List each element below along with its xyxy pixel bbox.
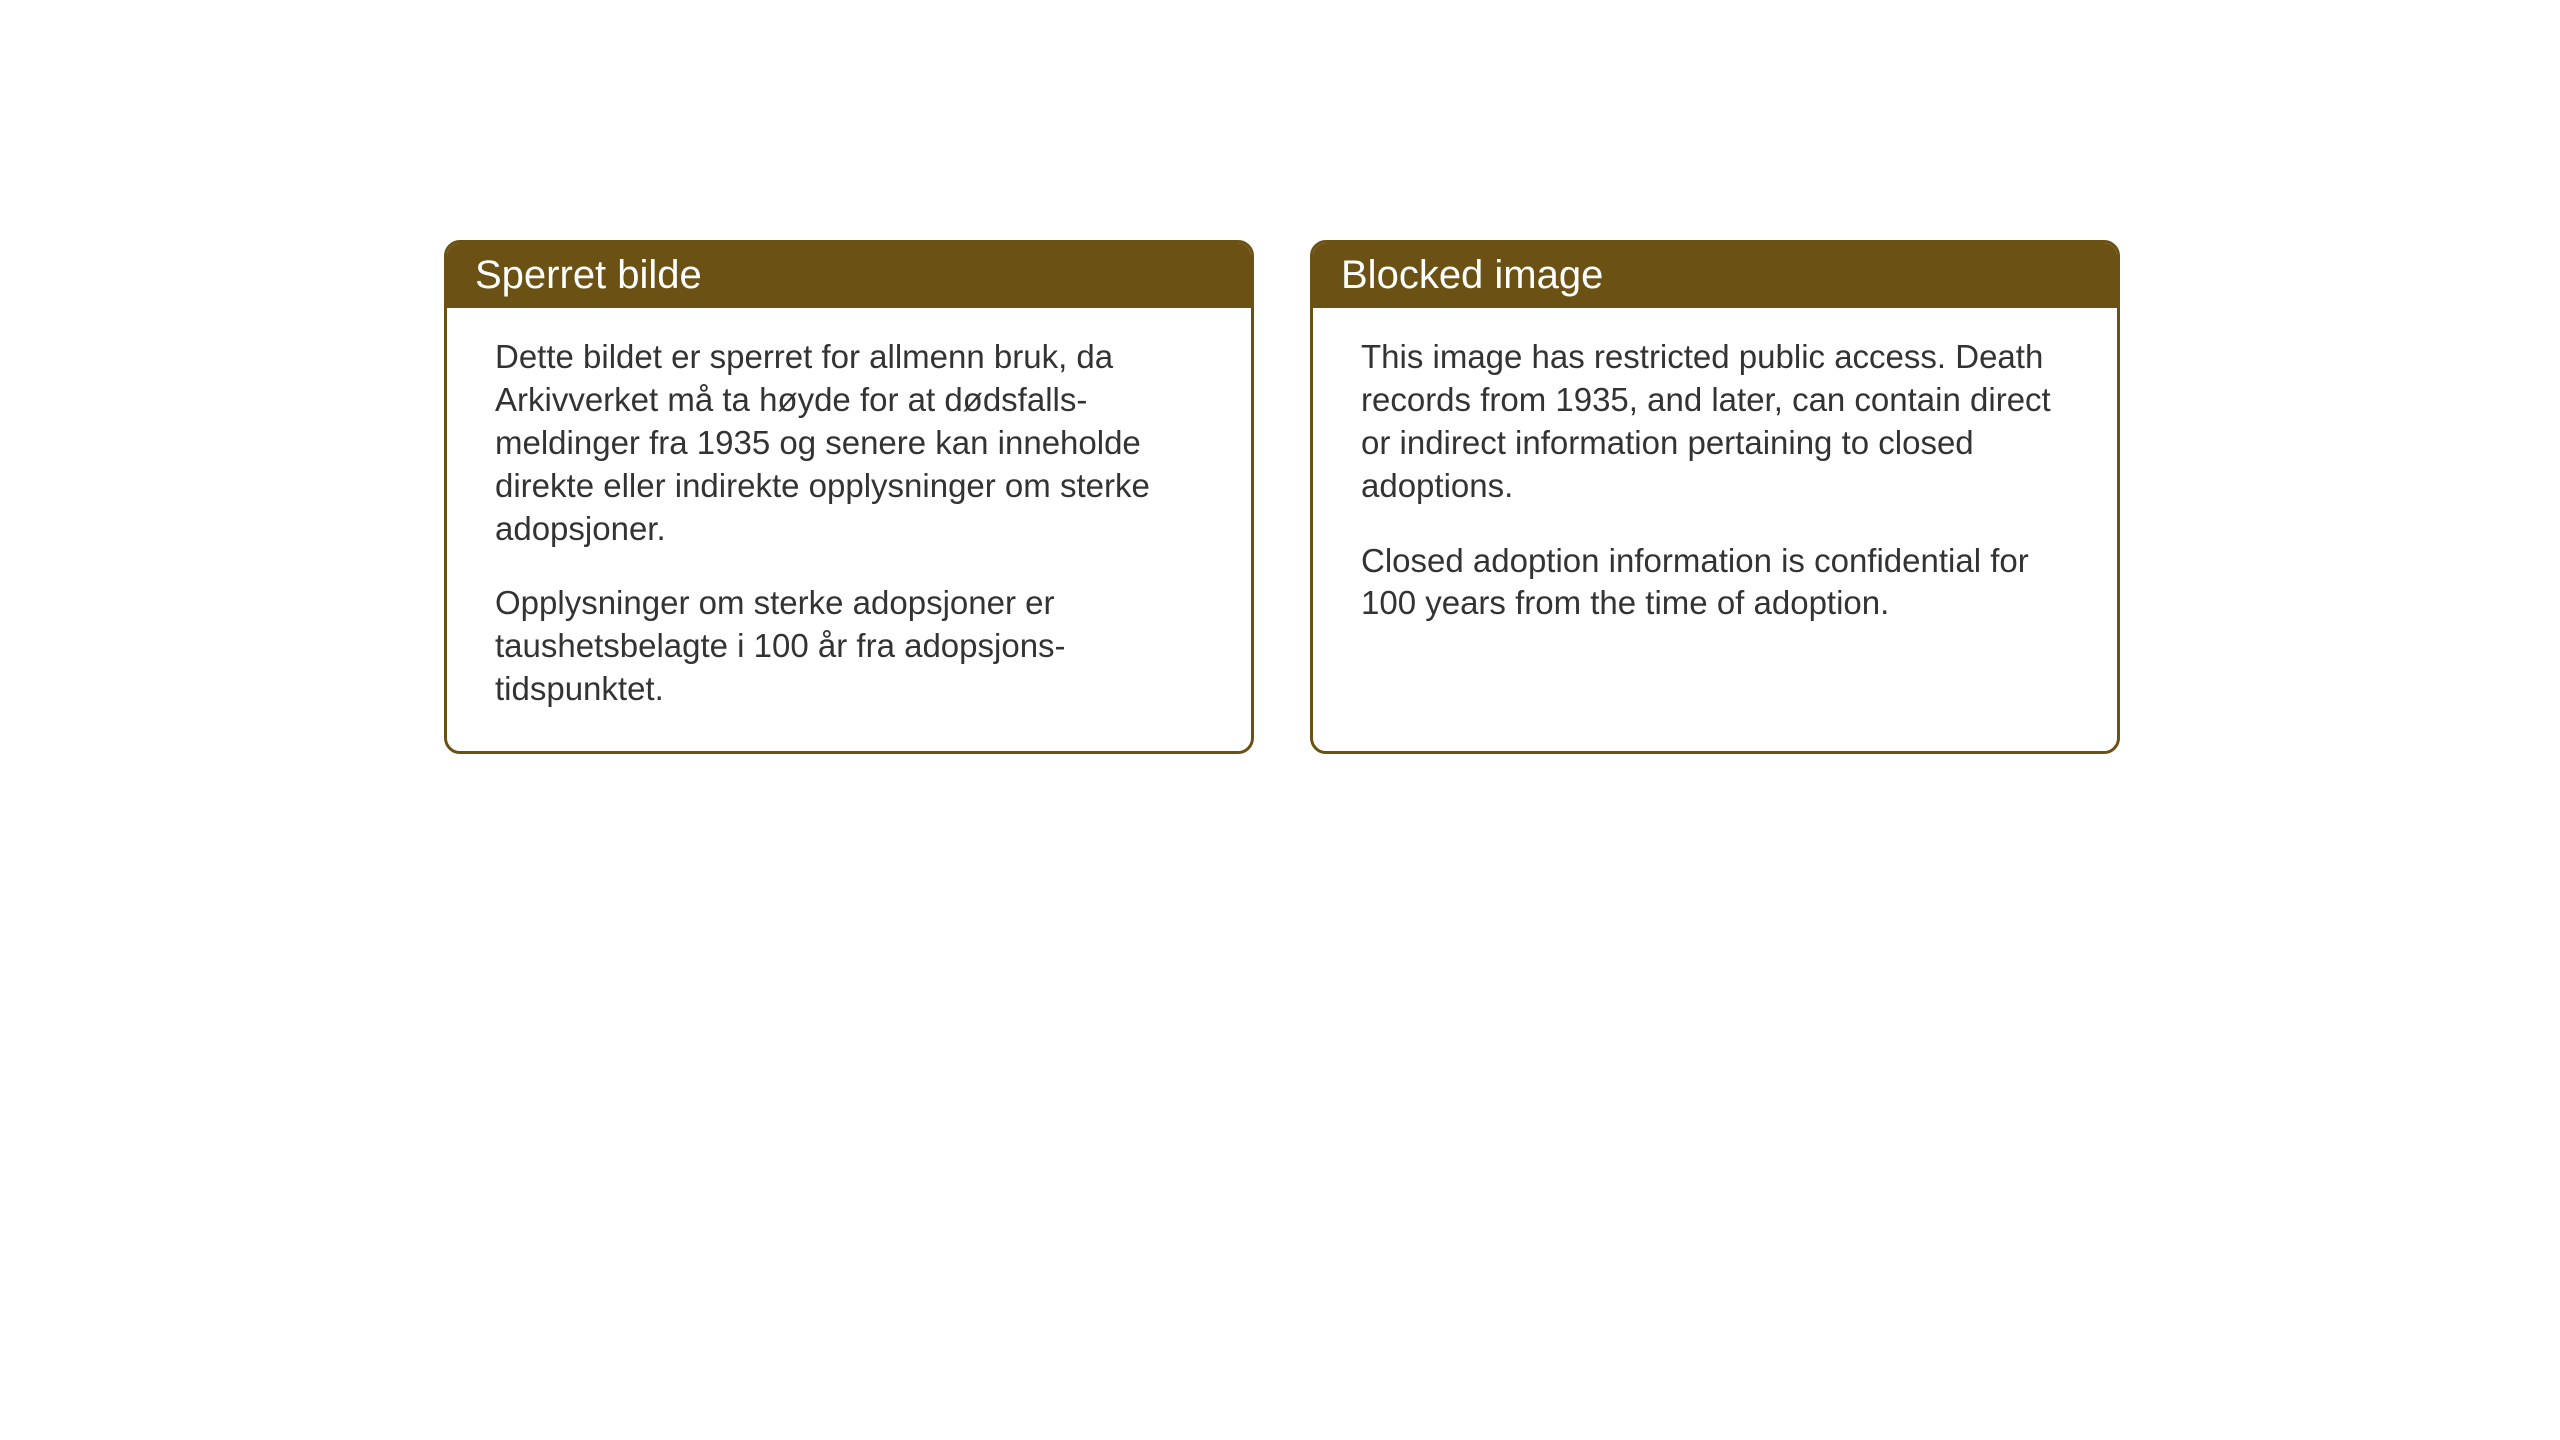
card-title: Sperret bilde	[475, 253, 702, 297]
notice-card-english: Blocked image This image has restricted …	[1310, 240, 2120, 754]
card-header: Blocked image	[1313, 243, 2117, 308]
card-body: Dette bildet er sperret for allmenn bruk…	[447, 308, 1251, 751]
card-paragraph: Dette bildet er sperret for allmenn bruk…	[495, 336, 1203, 550]
notice-container: Sperret bilde Dette bildet er sperret fo…	[444, 240, 2120, 754]
card-title: Blocked image	[1341, 253, 1603, 297]
card-header: Sperret bilde	[447, 243, 1251, 308]
card-paragraph: Closed adoption information is confident…	[1361, 540, 2069, 626]
card-body: This image has restricted public access.…	[1313, 308, 2117, 665]
card-paragraph: This image has restricted public access.…	[1361, 336, 2069, 508]
card-paragraph: Opplysninger om sterke adopsjoner er tau…	[495, 582, 1203, 711]
notice-card-norwegian: Sperret bilde Dette bildet er sperret fo…	[444, 240, 1254, 754]
